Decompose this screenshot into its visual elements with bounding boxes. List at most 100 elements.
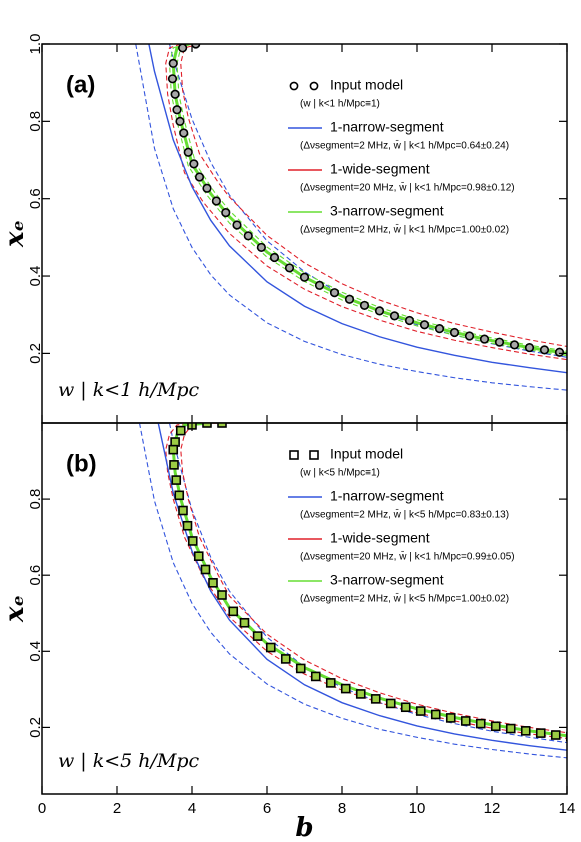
- data-point: [174, 490, 185, 501]
- data-point: [183, 147, 193, 157]
- data-point: [169, 460, 179, 470]
- legend-note: (Δνsegment=2 MHz, w̄ | k<5 h/Mpc=0.83±0.…: [300, 508, 509, 521]
- data-point: [359, 300, 370, 311]
- x-tick-label: 0: [38, 800, 46, 817]
- data-point: [170, 437, 180, 447]
- legend-label: 1-wide-segment: [330, 530, 430, 546]
- y-tick-label: 0.4: [27, 641, 44, 662]
- x-tick-label: 2: [113, 800, 121, 817]
- data-point: [295, 663, 306, 674]
- y-tick-label: 0.2: [27, 717, 44, 738]
- panel-label: (a): [66, 71, 95, 98]
- legend-note: (Δνsegment=20 MHz, w̄ | k<1 h/Mpc=0.98±0…: [300, 181, 515, 194]
- y-tick-label: 0.8: [27, 111, 44, 132]
- data-point: [460, 716, 471, 726]
- x-axis-label: b: [295, 813, 313, 842]
- data-point: [404, 315, 415, 326]
- data-point: [179, 128, 189, 138]
- data-point: [232, 220, 242, 230]
- data-point: [187, 536, 198, 546]
- data-point: [415, 706, 426, 716]
- data-point: [217, 590, 227, 600]
- data-point: [200, 564, 211, 575]
- data-point: [520, 726, 531, 736]
- legend-note: (w | k<5 h/Mpc≡1): [300, 468, 380, 479]
- data-point: [479, 334, 490, 344]
- legend-note: (Δνsegment=2 MHz, w̄ | k<1 h/Mpc=0.64±0.…: [300, 139, 509, 152]
- data-point: [299, 272, 310, 282]
- legend-note: (w | k<1 h/Mpc≡1): [300, 99, 380, 110]
- data-point: [430, 709, 441, 720]
- panel-label: (b): [66, 450, 97, 477]
- legend-label: Input model: [330, 446, 403, 462]
- y-tick-label: 0.6: [27, 565, 44, 586]
- lower-bound: [135, 44, 567, 391]
- data-point: [202, 183, 212, 193]
- annotation: w | k<1 h/Mpc: [58, 379, 200, 401]
- data-point: [172, 105, 182, 115]
- lower-bound: [168, 44, 567, 357]
- data-point: [284, 263, 295, 273]
- data-point: [314, 280, 325, 290]
- lower-bound: [165, 423, 567, 739]
- data-point: [385, 698, 396, 709]
- data-point: [464, 331, 475, 341]
- data-point: [524, 342, 535, 353]
- data-point: [539, 345, 550, 355]
- lower-bound: [138, 423, 567, 759]
- series-line: [148, 44, 567, 374]
- upper-bound: [180, 44, 567, 347]
- annotation: w | k<5 h/Mpc: [58, 750, 200, 772]
- data-point: [168, 444, 179, 455]
- x-tick-label: 8: [338, 800, 346, 817]
- y-tick-label: 0.2: [27, 343, 44, 364]
- y-tick-label: 0.4: [27, 266, 44, 287]
- data-point: [221, 208, 231, 218]
- data-point: [175, 425, 186, 436]
- x-tick-label: 14: [559, 800, 576, 817]
- data-point: [509, 340, 520, 350]
- data-point: [310, 671, 321, 682]
- x-tick-label: 10: [409, 800, 426, 817]
- data-point: [171, 475, 182, 485]
- data-point: [178, 44, 188, 53]
- data-point: [211, 196, 221, 206]
- data-point: [325, 678, 336, 688]
- data-point: [228, 606, 239, 617]
- data-point: [202, 423, 212, 428]
- data-point: [168, 58, 178, 68]
- legend-marker: [309, 450, 319, 460]
- data-point: [475, 718, 486, 729]
- data-point: [239, 617, 250, 628]
- data-point: [434, 324, 445, 334]
- legend-label: 1-narrow-segment: [330, 119, 444, 135]
- y-tick-label: 1.0: [27, 34, 44, 55]
- legend-marker: [289, 81, 299, 91]
- data-point: [400, 702, 411, 713]
- data-point: [167, 74, 178, 84]
- data-point: [208, 578, 218, 588]
- data-point: [269, 252, 280, 263]
- data-point: [344, 294, 355, 304]
- data-point: [182, 520, 193, 531]
- y-axis-label: xₑ: [0, 220, 30, 248]
- y-tick-label: 0.8: [27, 489, 44, 510]
- data-point: [550, 730, 561, 740]
- data-point: [194, 172, 205, 182]
- legend-label: 1-narrow-segment: [330, 488, 444, 504]
- data-point: [494, 337, 505, 347]
- legend-note: (Δνsegment=20 MHz, w̄ | k<1 h/Mpc=0.99±0…: [300, 550, 515, 563]
- data-point: [490, 721, 501, 732]
- data-point: [554, 347, 565, 357]
- legend-label: 1-wide-segment: [330, 161, 430, 177]
- data-point: [193, 551, 204, 561]
- plot-frame: [41, 422, 568, 795]
- data-point: [505, 723, 516, 734]
- data-point: [535, 728, 546, 738]
- y-tick-label: 0.6: [27, 188, 44, 209]
- data-point: [565, 731, 567, 742]
- data-point: [280, 654, 291, 664]
- data-point: [419, 320, 430, 330]
- legend-label: 3-narrow-segment: [330, 203, 444, 219]
